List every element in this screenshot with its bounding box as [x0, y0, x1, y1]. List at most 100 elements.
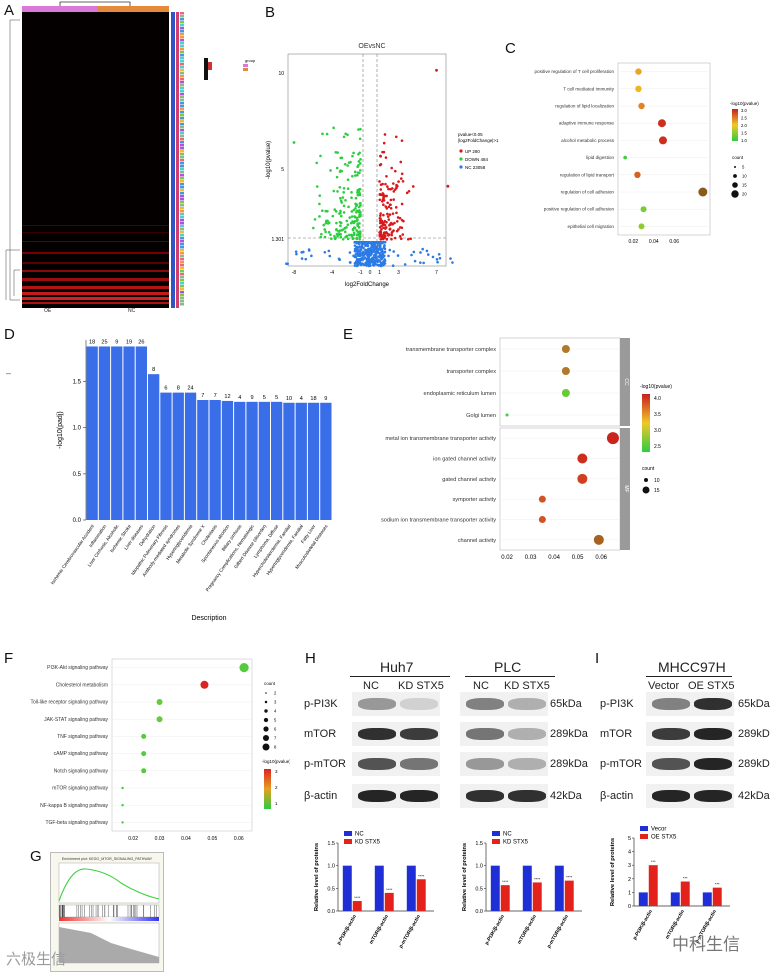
volcano-point-up [382, 226, 385, 230]
go-bp-dotplot-panel: positive regulation of T cell proliferat… [500, 55, 770, 250]
annotation-cell [180, 279, 184, 282]
panel-letter-a: A [4, 2, 15, 19]
volcano-point-down [334, 151, 338, 154]
volcano-point-up [393, 221, 396, 225]
panel-letter-b: B [265, 4, 276, 21]
annotation-cell [180, 153, 184, 156]
e-size-tick: 15 [654, 488, 660, 494]
volcano-point-nc [364, 249, 367, 253]
c-color-scale [732, 109, 738, 141]
bar-category-label: p-PI3K/β-actin [336, 914, 358, 946]
blot-band [466, 728, 504, 740]
c-dot [635, 85, 642, 92]
volcano-point-up [401, 179, 405, 183]
volcano-point-nc [364, 244, 368, 247]
volcano-point-up [395, 185, 398, 188]
bar-ytick: 0.5 [475, 886, 483, 892]
d-bar-label: 9 [324, 396, 327, 402]
annotation-cell [180, 168, 184, 171]
f-size-key [263, 717, 269, 723]
volcano-point-nc [362, 246, 365, 250]
annotation-cell [180, 105, 184, 108]
f-category-label: TGF-beta signaling pathway [45, 820, 108, 826]
e-strip-mf [620, 428, 630, 550]
volcano-point-down [357, 164, 360, 167]
annotation-cell [180, 177, 184, 180]
volcano-point-nc [295, 252, 298, 256]
volcano-point-nc [412, 250, 416, 254]
bar-series-1 [670, 892, 680, 906]
volcano-point-down [356, 171, 360, 174]
volcano-point-down [337, 233, 341, 236]
volcano-xtick: 1 [378, 270, 381, 276]
plc-lane-kd: KD STX5 [504, 680, 550, 692]
volcano-xtick: 0 [369, 270, 372, 276]
bar-ytick: 1.5 [475, 841, 483, 847]
volcano-point-down [351, 154, 354, 158]
volcano-point-up [392, 198, 395, 201]
volcano-point-up [379, 155, 382, 158]
volcano-point-up [389, 207, 393, 210]
blot-band [400, 758, 438, 770]
volcano-ytick-5: 5 [281, 167, 284, 173]
volcano-point-nc [425, 249, 429, 253]
annotation-cell [180, 75, 184, 78]
volcano-point-up [399, 160, 403, 164]
bar-significance: **** [566, 875, 573, 880]
annotation-cell [180, 72, 184, 75]
volcano-point-down [346, 133, 349, 137]
d-bar-label: 19 [126, 339, 132, 345]
volcano-point-up [380, 224, 383, 228]
volcano-point-down [319, 235, 323, 239]
volcano-point-down [346, 164, 349, 167]
blot-band [694, 790, 732, 802]
f-category-label: NF-kappa B signaling pathway [40, 803, 108, 809]
volcano-point-up [384, 226, 388, 229]
f-category-label: Toll-like receptor signaling pathway [30, 700, 108, 706]
c-dot [635, 68, 642, 75]
volcano-point-nc [371, 246, 375, 249]
c-xtick: 0.04 [649, 239, 659, 245]
volcano-point-nc [369, 259, 373, 262]
blot-kda-label: 289kDa [550, 758, 588, 770]
annotation-cell [180, 282, 184, 285]
d-bar-label: 24 [187, 386, 193, 392]
kegg-dotplot-panel: PI3K-Akt signaling pathway Cholesterol me… [0, 655, 291, 850]
bar-legend-key-2 [344, 839, 352, 844]
volcano-point-up [382, 141, 386, 145]
volcano-point-up [390, 221, 393, 225]
annotation-cell [180, 24, 184, 27]
f-size-key [262, 734, 270, 742]
f-size-key [264, 700, 268, 704]
volcano-point-up [388, 203, 392, 206]
volcano-point-nc [378, 260, 382, 263]
volcano-point-up [378, 198, 382, 202]
annotation-cell [180, 123, 184, 126]
d-bar-label: 26 [138, 339, 144, 345]
heatmap-row [22, 232, 169, 233]
volcano-point-down [352, 151, 355, 155]
e-color-tick: 3.0 [654, 428, 661, 434]
bar-series-2 [648, 865, 658, 906]
c-dot [640, 206, 647, 213]
volcano-point-up [385, 238, 389, 241]
annotation-cell [180, 18, 184, 21]
volcano-point-down [351, 174, 354, 178]
annotation-cell [180, 294, 184, 297]
d-bar-label: 9 [115, 339, 118, 345]
e-mf-area [499, 427, 621, 551]
volcano-point-down [348, 233, 351, 237]
volcano-legend-down: DOWN 484 [465, 157, 489, 162]
volcano-point-up [379, 183, 383, 186]
f-size-key [262, 743, 270, 751]
annotation-cell [180, 15, 184, 18]
blot-kda-label: 289kDa [738, 728, 770, 740]
disease-bar-svg: 0.0 0.5 1.0 1.5 -log10(padj) 18 Ischemic Cereb… [50, 339, 332, 622]
d-ytick: 1.5 [73, 380, 82, 386]
annotation-cell [180, 174, 184, 177]
bar-series-1 [406, 865, 416, 911]
annotation-cell [180, 90, 184, 93]
volcano-point-down [324, 221, 328, 225]
bar-series-2 [384, 892, 394, 911]
volcano-point-nc [413, 259, 417, 263]
